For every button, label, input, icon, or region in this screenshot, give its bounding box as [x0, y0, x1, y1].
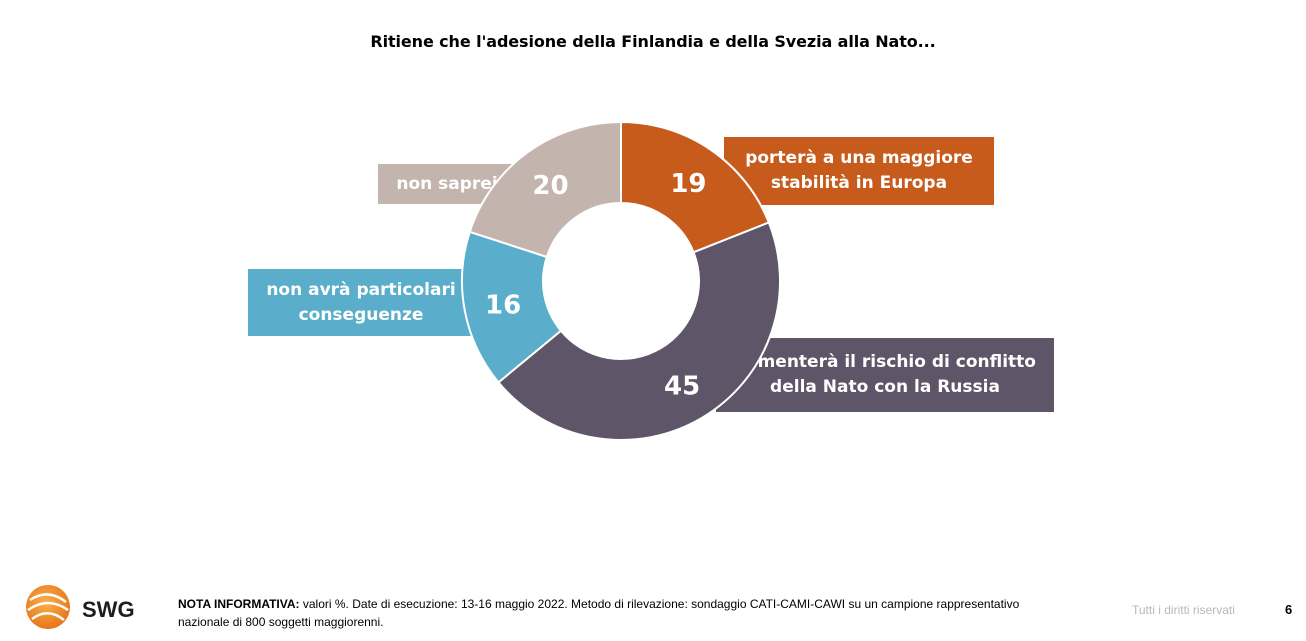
logo-text: SWG — [82, 597, 135, 622]
slice-value-1: 19 — [670, 169, 706, 199]
donut-hole — [544, 204, 698, 358]
donut-slice-2 — [497, 221, 781, 441]
chart-title: Ritiene che l'adesione della Finlandia e… — [370, 32, 936, 51]
slice-label-2: aumenterà il rischio di conflitto della … — [715, 337, 1055, 413]
slice-value-3: 16 — [485, 290, 521, 320]
rights-text: Tutti i diritti riservati — [1132, 603, 1235, 617]
note-label: NOTA INFORMATIVA: — [178, 597, 300, 611]
slice-value-4: 20 — [532, 171, 568, 201]
donut-slice-3 — [461, 230, 563, 384]
slice-label-1: porterà a una maggiore stabilità in Euro… — [723, 136, 995, 206]
page-number: 6 — [1285, 602, 1293, 617]
donut-chart: 19 45 16 20 — [461, 120, 781, 441]
swg-logo: SWG — [26, 585, 135, 629]
informative-note: NOTA INFORMATIVA: valori %. Date di esec… — [178, 595, 1058, 631]
slice-label-4: non saprei — [377, 163, 517, 205]
slice-label-3: non avrà particolari conseguenze — [247, 268, 475, 337]
note-text: valori %. Date di esecuzione: 13-16 magg… — [178, 597, 1020, 629]
donut-slice-4 — [468, 120, 622, 259]
slice-value-2: 45 — [664, 371, 700, 401]
donut-slice-1 — [620, 120, 771, 254]
